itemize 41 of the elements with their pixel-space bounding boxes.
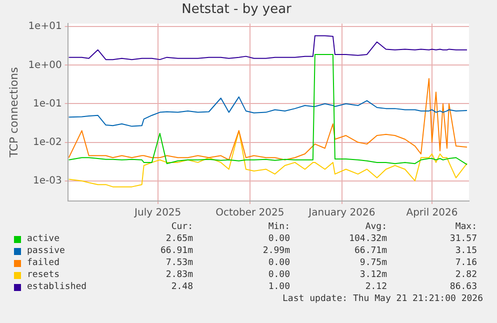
y-tick-label: 1e-02: [32, 136, 62, 148]
text: 1.00: [267, 282, 290, 292]
text: 66.91m: [159, 246, 193, 256]
x-tick-label: July 2025: [134, 208, 182, 219]
text: 2.12: [364, 282, 387, 292]
y-tick-label: 1e-01: [32, 98, 62, 110]
text: Last update: Thu May 21 21:21:00 2026: [282, 294, 483, 304]
legend-label: active: [27, 234, 60, 244]
text: 0.00: [267, 234, 290, 244]
y-axis-title: TCP connections: [7, 66, 20, 158]
x-tick-label: January 2026: [308, 208, 376, 219]
x-tick-label: October 2025: [216, 208, 284, 219]
text: 0.00: [267, 270, 290, 280]
text: 2.99m: [262, 246, 290, 256]
text: 2.65m: [164, 234, 193, 244]
text: Cur:: [170, 222, 193, 232]
text: 7.53m: [164, 258, 193, 268]
x-tick-label: April 2026: [406, 208, 458, 219]
legend-label: established: [27, 282, 87, 292]
text: 2.48: [170, 282, 193, 292]
text: 2.83m: [164, 270, 193, 280]
text: 9.75m: [358, 258, 387, 268]
y-tick-label: 1e-03: [32, 175, 62, 186]
chart-title: Netstat - by year: [182, 2, 292, 18]
text: 3.12m: [358, 270, 387, 280]
legend-label: passive: [27, 246, 65, 256]
text: 7.16: [454, 258, 477, 268]
text: 66.71m: [353, 246, 387, 256]
text: 0.00: [267, 258, 290, 268]
text: 86.63: [448, 282, 477, 292]
text: 3.15: [454, 246, 477, 256]
y-tick-label: 1e+00: [28, 60, 62, 71]
legend-label: resets: [27, 270, 60, 280]
y-tick-label: 1e+01: [28, 21, 62, 32]
text: 31.57: [448, 234, 477, 244]
text: Max:: [454, 222, 477, 232]
text: Avg:: [364, 222, 387, 232]
text: 104.32m: [348, 234, 387, 244]
legend-label: failed: [27, 258, 60, 268]
text: Min:: [267, 222, 290, 232]
text: 2.82: [454, 270, 477, 280]
